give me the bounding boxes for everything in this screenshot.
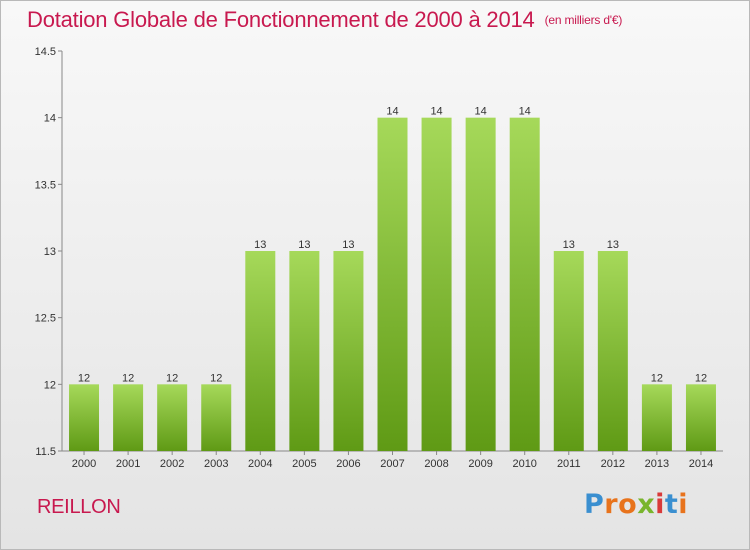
- y-tick-label: 13: [44, 246, 56, 258]
- bar-2006: [333, 251, 364, 451]
- logo-letter: P: [584, 489, 605, 520]
- data-label: 12: [122, 372, 134, 384]
- y-tick-label: 14.5: [35, 46, 56, 58]
- y-tick-label: 12.5: [35, 313, 56, 325]
- data-label: 13: [607, 239, 619, 251]
- data-label: 13: [342, 239, 354, 251]
- data-label: 14: [519, 106, 531, 118]
- commune-name: REILLON: [37, 496, 121, 518]
- x-tick-label: 2000: [72, 458, 96, 470]
- data-label: 14: [386, 106, 398, 118]
- x-tick-label: 2012: [601, 458, 625, 470]
- chart-title-text: Dotation Globale de Fonctionnement de 20…: [27, 7, 535, 32]
- y-tick-label: 12: [44, 379, 56, 391]
- bar-2012: [597, 251, 628, 451]
- logo-letter: t: [664, 489, 679, 520]
- bar-2003: [201, 384, 232, 451]
- bar-2007: [377, 117, 408, 452]
- data-label: 12: [651, 372, 663, 384]
- chart-title: Dotation Globale de Fonctionnement de 20…: [27, 7, 622, 33]
- bar-2013: [641, 384, 672, 451]
- y-tick-label: 13.5: [35, 179, 56, 191]
- data-label: 12: [78, 372, 90, 384]
- bar-2001: [113, 384, 144, 451]
- bar-2000: [69, 384, 100, 451]
- data-label: 13: [254, 239, 266, 251]
- logo-letter: o: [618, 489, 638, 520]
- x-tick-label: 2006: [336, 458, 360, 470]
- bar-2002: [157, 384, 188, 451]
- x-tick-label: 2003: [204, 458, 228, 470]
- x-tick-label: 2005: [292, 458, 316, 470]
- y-tick-label: 11.5: [35, 446, 56, 458]
- data-label: 13: [298, 239, 310, 251]
- bar-2009: [465, 117, 496, 452]
- bars: [69, 117, 716, 452]
- x-tick-label: 2007: [380, 458, 404, 470]
- bar-2010: [509, 117, 540, 452]
- data-label: 12: [166, 372, 178, 384]
- x-tick-label: 2002: [160, 458, 184, 470]
- x-tick-label: 2004: [248, 458, 272, 470]
- logo-letter: r: [604, 489, 619, 520]
- logo-letter: i: [655, 489, 665, 520]
- data-label: 14: [430, 106, 442, 118]
- x-tick-label: 2013: [645, 458, 669, 470]
- bar-2005: [289, 251, 320, 451]
- data-label: 12: [695, 372, 707, 384]
- logo-letter: x: [637, 489, 656, 520]
- axes: 11.5 12 12.5 13 13.5 14 14.5 2000 2001 2002 2003 20…: [35, 46, 723, 470]
- proxiti-logo: Proxiti: [584, 489, 688, 520]
- x-tick-label: 2008: [424, 458, 448, 470]
- data-label: 14: [475, 106, 487, 118]
- logo-letter: i: [678, 489, 689, 520]
- bar-2008: [421, 117, 452, 452]
- bar-2004: [245, 251, 276, 451]
- bar-2014: [685, 384, 716, 451]
- data-label: 12: [210, 372, 222, 384]
- unit-note: (en milliers d'€): [544, 13, 623, 27]
- bar-2011: [553, 251, 584, 451]
- data-labels: 12 12 12 12 13 13 13 14 14 14 14 13 13 12 12: [78, 106, 707, 385]
- x-tick-label: 2009: [468, 458, 492, 470]
- x-tick-label: 2014: [689, 458, 713, 470]
- x-tick-label: 2011: [557, 458, 581, 470]
- x-tick-label: 2010: [512, 458, 536, 470]
- y-tick-label: 14: [44, 113, 56, 125]
- data-label: 13: [563, 239, 575, 251]
- x-tick-label: 2001: [116, 458, 140, 470]
